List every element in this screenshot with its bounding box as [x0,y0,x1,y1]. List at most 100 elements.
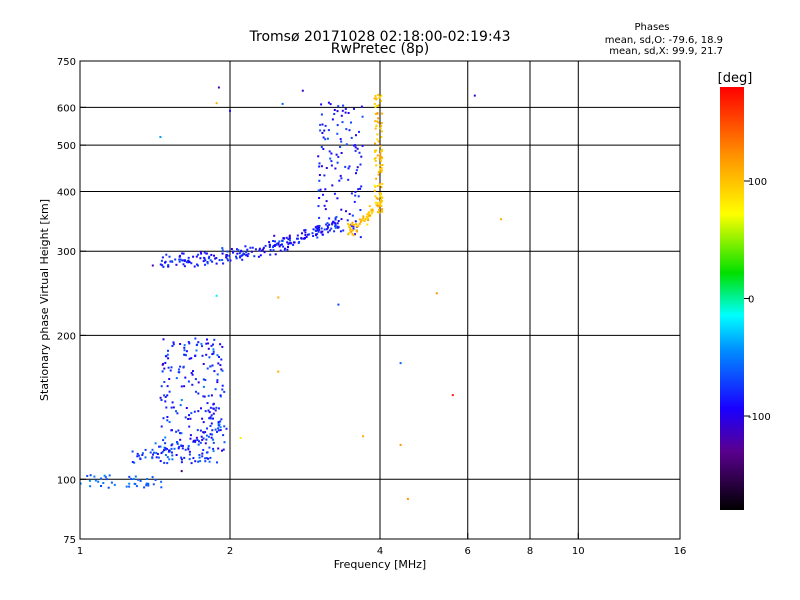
data-point [315,229,318,232]
data-point [377,211,379,214]
data-point [164,454,167,456]
data-point [212,350,215,353]
data-point [344,111,347,114]
data-point [162,362,165,365]
data-point [239,437,242,439]
data-point [210,422,213,425]
data-point [262,246,265,249]
data-point [205,353,208,356]
data-point [374,157,377,160]
data-point [374,195,377,198]
data-point [357,195,360,198]
y-axis-label: Stationary phase Virtual Height [km] [38,199,51,401]
data-point [296,234,299,237]
data-point [286,248,289,251]
data-point [332,220,335,223]
data-point [178,258,181,261]
data-point [331,222,334,225]
data-point [189,417,192,420]
data-point [143,486,146,489]
data-point [336,132,339,135]
data-point [366,223,369,226]
data-point [217,429,220,432]
data-point [93,475,96,478]
data-point [217,86,220,89]
data-point [333,221,336,224]
data-point [131,461,134,463]
data-point [94,479,97,482]
data-point [215,257,218,259]
data-point [380,186,383,189]
data-point [290,242,293,245]
data-point [175,263,178,266]
data-point [197,381,200,384]
data-point [168,449,171,452]
data-point [179,404,182,407]
data-point [253,255,256,258]
data-point [379,184,381,186]
data-point [197,443,200,446]
data-point [181,252,184,255]
data-point [373,184,376,187]
data-point [221,249,224,252]
data-point [371,212,373,215]
data-point [318,162,321,165]
data-point [212,407,215,410]
data-point [219,420,222,423]
data-point [379,205,381,208]
data-point [180,456,183,459]
data-point [358,218,361,221]
data-point [377,140,380,143]
data-point [348,232,351,235]
data-point [176,412,179,415]
data-point [366,213,369,216]
data-point [183,344,186,347]
data-point [131,450,134,453]
x-tick-label: 16 [674,546,687,557]
data-point [206,427,208,430]
data-point [326,225,329,228]
data-point [347,112,350,114]
data-point [379,155,382,158]
data-point [269,249,272,251]
data-point [378,203,381,206]
data-point [183,349,186,352]
data-point [359,187,362,190]
data-point [373,102,376,105]
data-point [184,259,187,262]
data-point [147,482,150,485]
data-point [342,104,345,107]
data-point [324,188,327,191]
data-point [221,345,224,348]
data-point [339,230,342,233]
data-point [349,227,352,230]
data-point [216,461,218,464]
data-point [202,363,205,365]
data-point [153,451,155,454]
data-point [218,259,221,262]
data-point [281,243,283,246]
data-point [152,483,155,486]
y-tick-label: 75 [63,535,76,546]
data-point [166,419,169,422]
data-point [318,224,321,227]
data-point [348,225,351,228]
data-point [194,337,197,340]
data-point [203,395,206,398]
data-point [339,138,342,141]
data-point [189,434,192,437]
data-point [378,157,381,160]
data-point [216,381,219,384]
data-point [204,259,207,262]
data-point [346,219,349,222]
data-point [145,482,148,485]
data-point [159,460,162,463]
data-point [340,114,343,117]
data-point [108,474,111,477]
data-point [216,379,219,382]
data-point [377,104,380,107]
data-point [331,223,334,226]
data-point [244,245,247,248]
axis-ticks: 1 2 4 6 8 10 16 75 100 200 300 400 500 600 750 [57,57,686,557]
data-point [219,394,222,397]
